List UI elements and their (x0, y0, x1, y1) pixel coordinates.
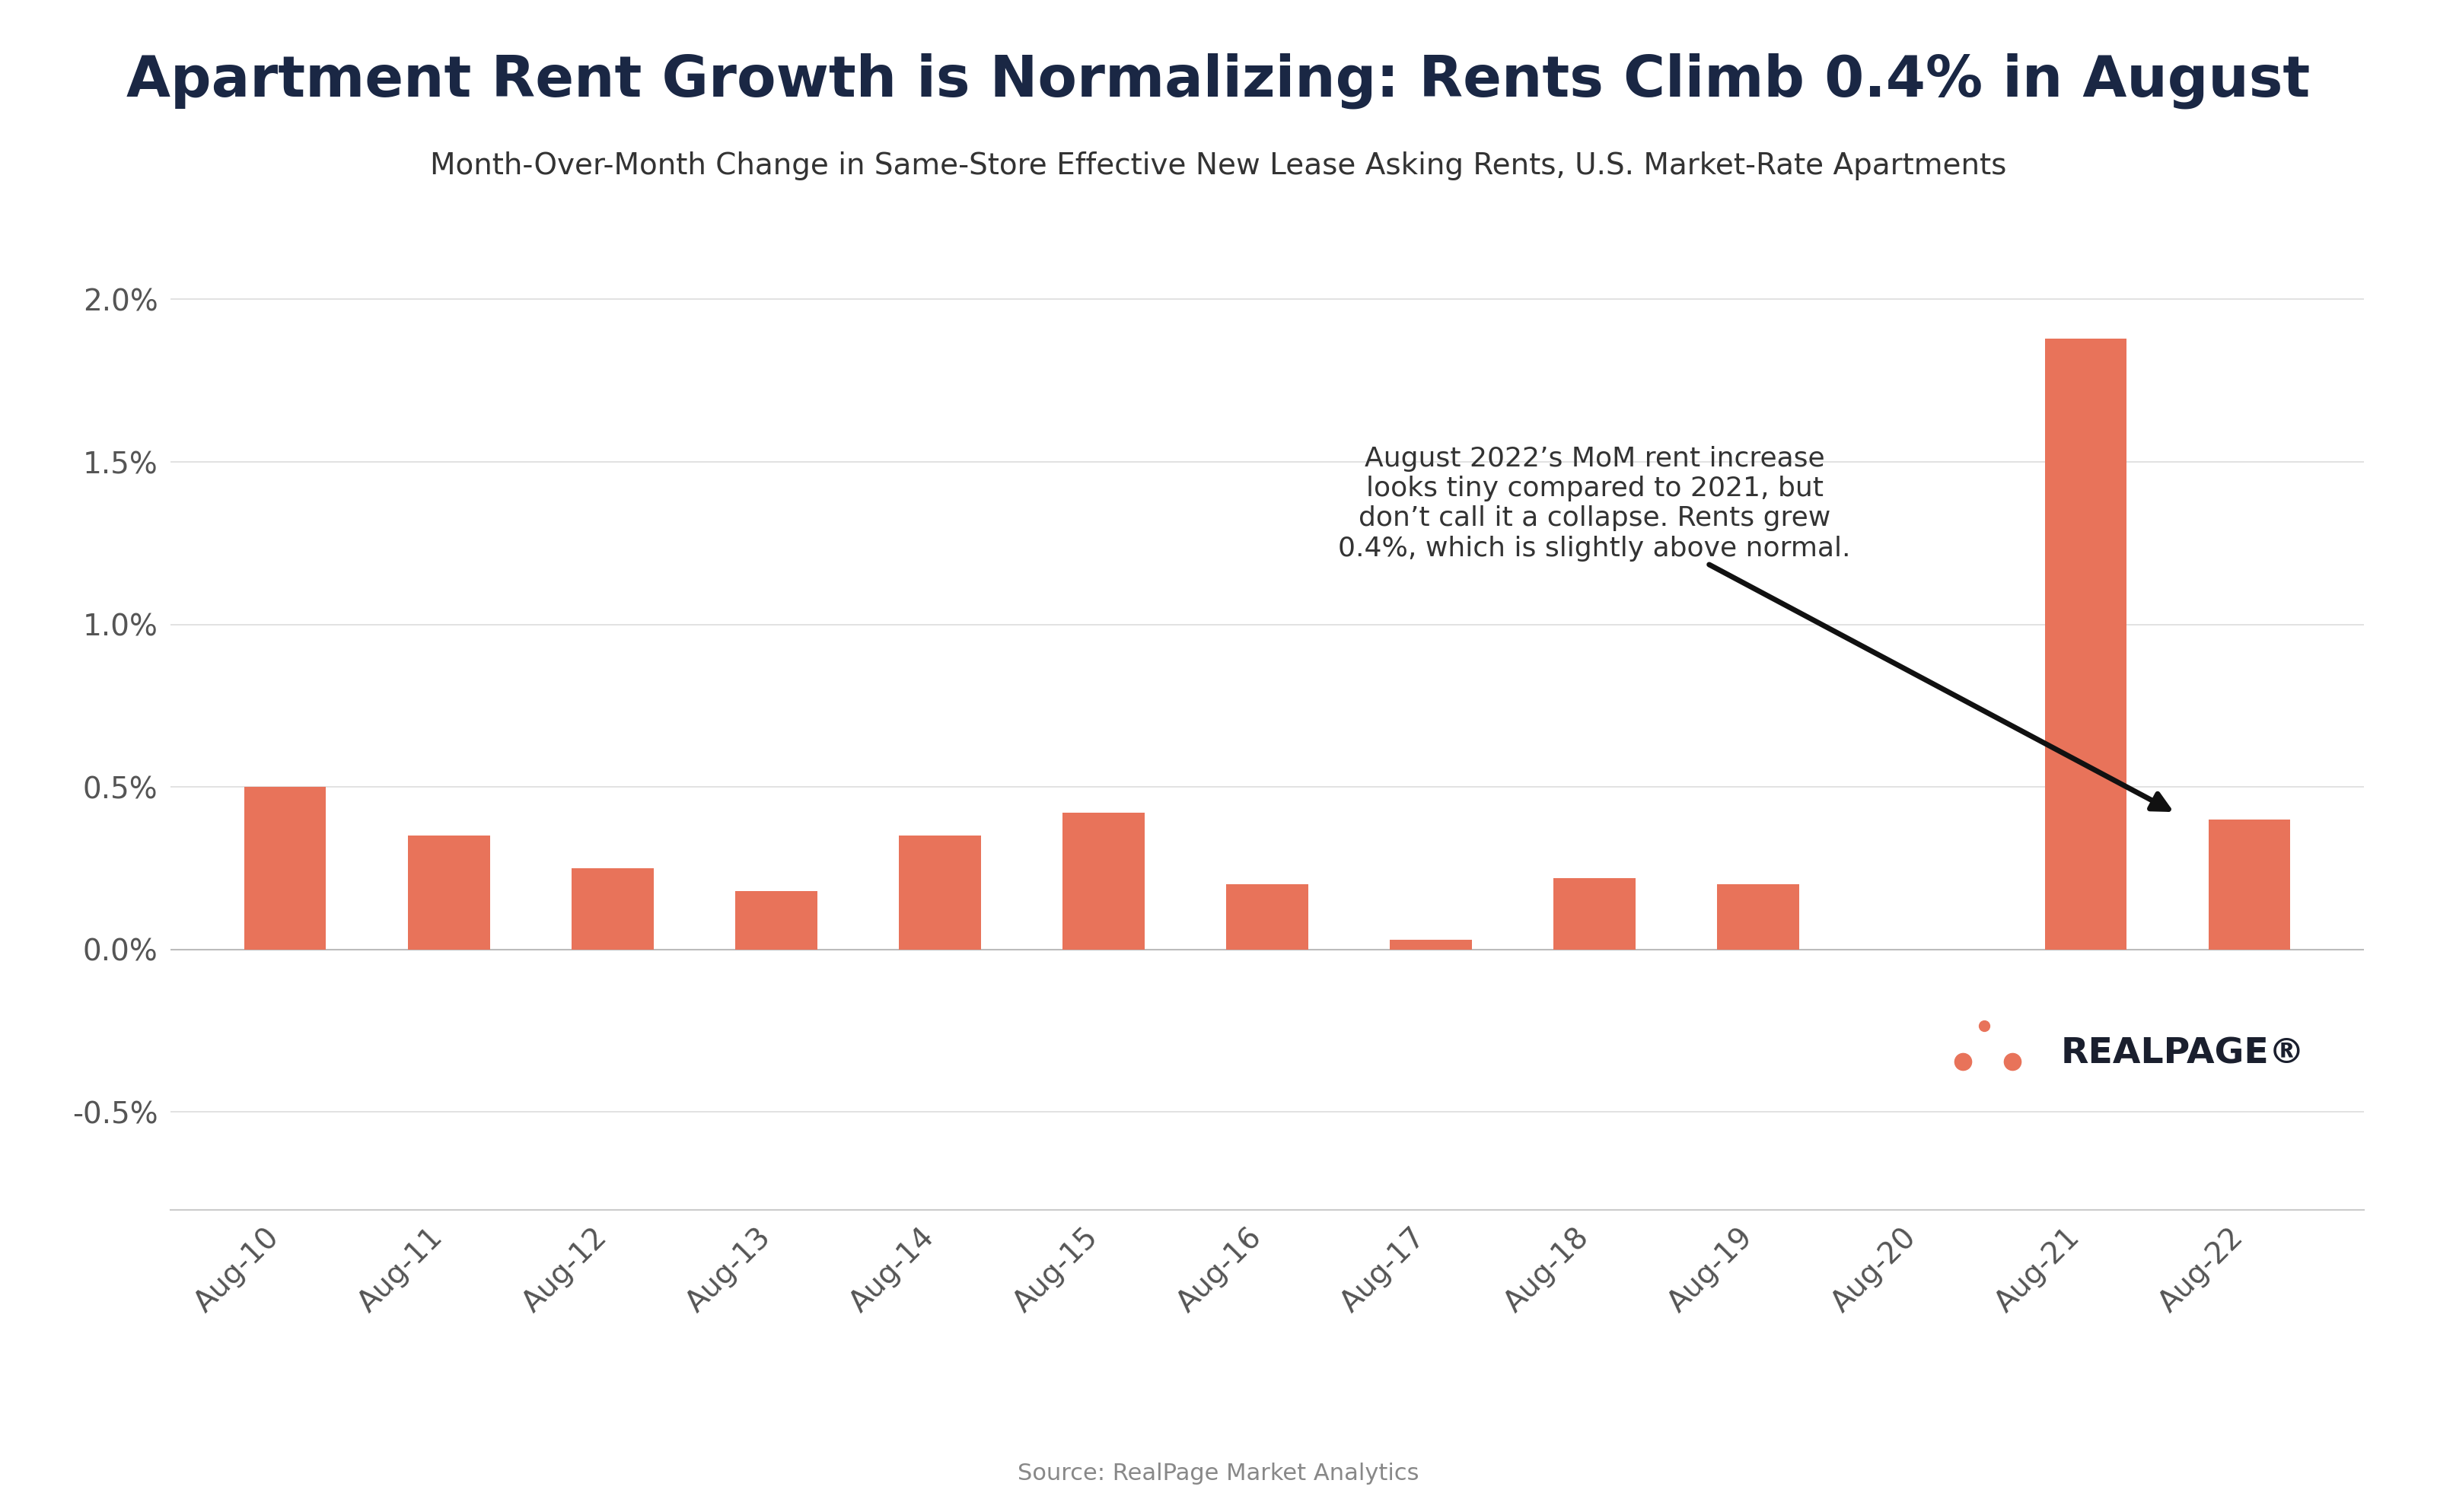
Text: Month-Over-Month Change in Same-Store Effective New Lease Asking Rents, U.S. Mar: Month-Over-Month Change in Same-Store Ef… (431, 151, 2006, 180)
Text: Source: RealPage Market Analytics: Source: RealPage Market Analytics (1019, 1462, 1418, 1485)
Bar (736, 891, 816, 950)
Text: Apartment Rent Growth is Normalizing: Rents Climb 0.4% in August: Apartment Rent Growth is Normalizing: Re… (127, 53, 2310, 109)
Bar (573, 868, 653, 950)
Text: REALPAGE®: REALPAGE® (2062, 1036, 2305, 1070)
Bar (2045, 339, 2128, 950)
Bar (1718, 885, 1799, 950)
Bar (1226, 885, 1309, 950)
Bar (1389, 940, 1472, 950)
Text: August 2022’s MoM rent increase
looks tiny compared to 2021, but
don’t call it a: August 2022’s MoM rent increase looks ti… (1338, 446, 2169, 809)
Bar (2208, 820, 2291, 950)
Bar (899, 836, 980, 950)
Bar (1555, 878, 1635, 950)
Bar (407, 836, 490, 950)
Bar (1063, 813, 1145, 950)
Bar (244, 786, 327, 950)
